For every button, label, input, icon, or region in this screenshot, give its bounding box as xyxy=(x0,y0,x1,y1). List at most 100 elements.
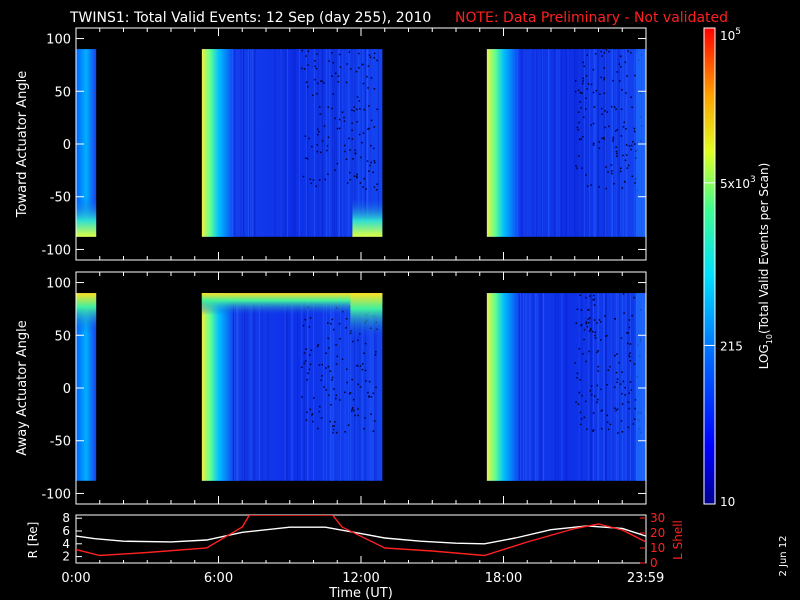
data-speckle xyxy=(589,390,592,392)
data-speckle xyxy=(341,358,344,360)
data-speckle xyxy=(579,91,582,94)
data-speckle xyxy=(370,396,373,398)
data-speckle xyxy=(327,173,329,175)
data-streak xyxy=(517,293,519,481)
ylabel-r: R [Re] xyxy=(26,522,40,559)
data-speckle xyxy=(616,128,619,131)
data-speckle xyxy=(603,67,606,69)
data-speckle xyxy=(580,324,582,327)
data-speckle xyxy=(338,399,341,401)
data-speckle xyxy=(309,178,312,180)
data-streak xyxy=(307,293,309,481)
data-speckle xyxy=(599,321,602,323)
data-speckle xyxy=(583,328,586,331)
data-block xyxy=(201,293,383,481)
data-speckle xyxy=(351,122,353,125)
data-speckle xyxy=(592,429,595,431)
data-speckle xyxy=(575,401,577,403)
data-streak xyxy=(542,293,544,481)
data-speckle xyxy=(584,400,587,403)
data-streak xyxy=(348,49,350,237)
data-streak xyxy=(540,293,542,481)
data-speckle xyxy=(303,362,305,365)
data-speckle xyxy=(332,425,334,428)
data-streak xyxy=(541,293,543,481)
data-speckle xyxy=(629,381,632,383)
l-shell-series-line xyxy=(76,515,646,557)
data-streak xyxy=(541,49,543,237)
data-speckle xyxy=(317,133,319,136)
data-speckle xyxy=(353,106,356,108)
data-speckle xyxy=(634,182,636,184)
data-streak xyxy=(626,293,628,481)
data-speckle xyxy=(347,182,349,184)
data-speckle xyxy=(594,53,597,55)
data-streak xyxy=(250,293,252,481)
data-speckle xyxy=(327,136,330,139)
y-tick-label: 50 xyxy=(54,329,71,344)
data-speckle xyxy=(628,392,630,394)
data-speckle xyxy=(373,52,376,55)
data-speckle xyxy=(600,76,602,79)
data-streak xyxy=(280,49,282,237)
data-streak xyxy=(243,49,245,237)
data-speckle xyxy=(611,170,613,172)
data-block-fill xyxy=(76,293,97,481)
data-speckle xyxy=(574,80,577,82)
data-speckle xyxy=(587,321,590,324)
data-streak xyxy=(542,49,544,237)
data-speckle xyxy=(318,364,321,366)
data-streak xyxy=(303,293,305,481)
data-speckle xyxy=(366,160,369,162)
data-speckle xyxy=(344,391,346,394)
data-streak xyxy=(252,49,254,237)
data-speckle xyxy=(615,130,617,132)
data-speckle xyxy=(335,394,337,397)
data-speckle xyxy=(311,414,313,416)
data-speckle xyxy=(616,378,619,380)
data-speckle xyxy=(633,296,635,299)
data-speckle xyxy=(600,107,603,110)
data-speckle xyxy=(619,170,622,173)
data-block xyxy=(486,293,646,481)
data-streak xyxy=(604,49,606,237)
data-speckle xyxy=(354,149,356,152)
data-speckle xyxy=(628,326,631,329)
data-speckle xyxy=(590,184,592,186)
colorbar-label-main: LOG xyxy=(757,344,771,369)
data-streak xyxy=(590,293,592,481)
data-streak xyxy=(628,293,630,481)
data-streak xyxy=(529,293,531,481)
data-streak xyxy=(632,293,634,481)
data-speckle xyxy=(619,167,622,170)
data-speckle xyxy=(370,413,372,415)
data-speckle xyxy=(368,380,371,383)
data-speckle xyxy=(362,82,365,85)
data-speckle xyxy=(627,164,630,167)
data-speckle xyxy=(622,154,624,157)
data-streak xyxy=(261,293,263,481)
data-speckle xyxy=(615,146,617,149)
data-streak xyxy=(595,49,597,237)
data-speckle xyxy=(314,60,316,62)
data-speckle xyxy=(598,319,601,321)
data-speckle xyxy=(631,314,633,317)
data-speckle xyxy=(373,88,376,90)
data-streak xyxy=(329,293,331,481)
data-speckle xyxy=(350,410,353,412)
data-streak xyxy=(232,49,234,237)
data-speckle xyxy=(625,92,627,94)
data-streak xyxy=(611,49,613,237)
data-speckle xyxy=(358,67,360,69)
data-speckle xyxy=(620,420,623,422)
data-streak xyxy=(548,49,550,237)
data-speckle xyxy=(364,342,367,345)
data-streak xyxy=(541,49,543,237)
data-speckle xyxy=(628,354,630,357)
data-speckle xyxy=(327,337,330,340)
panel-orbit-frame xyxy=(75,514,647,564)
data-streak xyxy=(630,293,632,481)
data-streak xyxy=(585,49,587,237)
data-streak xyxy=(233,293,235,481)
data-streak xyxy=(579,49,581,237)
